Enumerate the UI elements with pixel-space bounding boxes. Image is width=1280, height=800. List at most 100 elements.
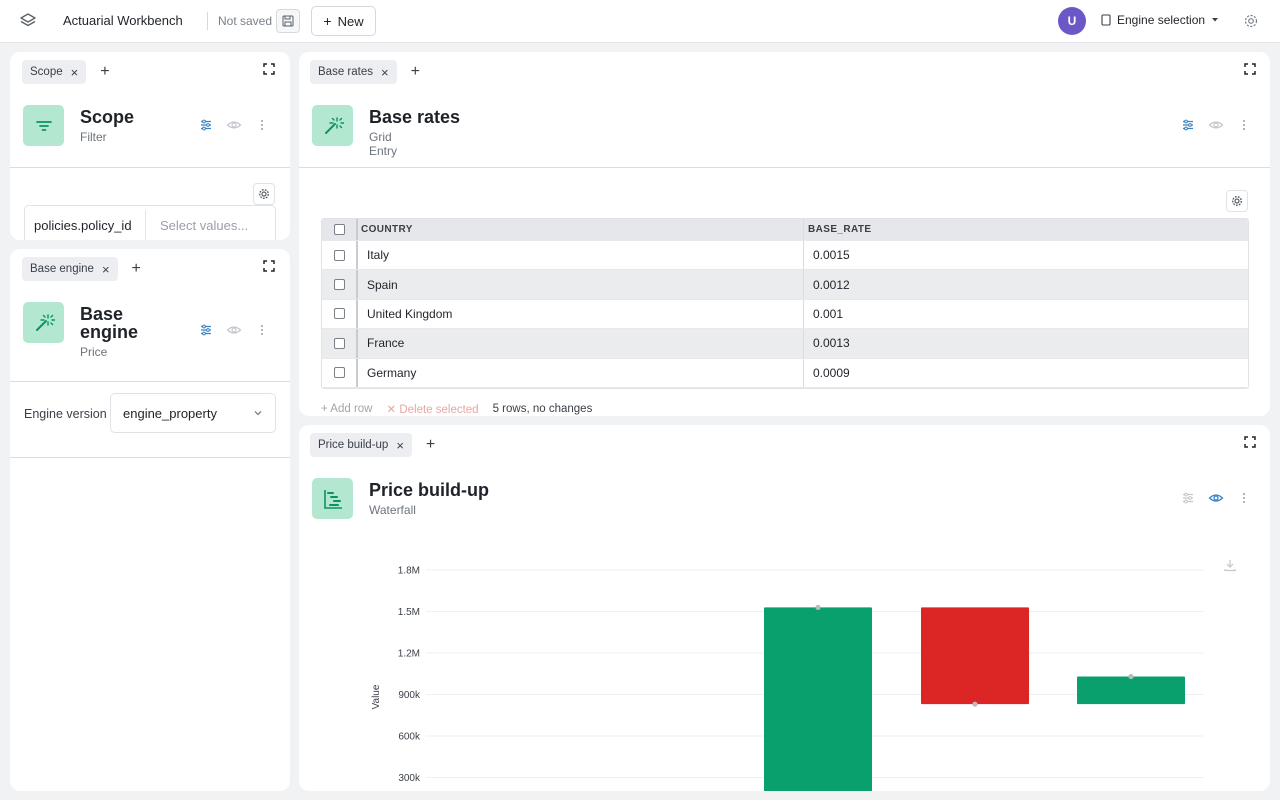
row-checkbox[interactable] [322,337,356,349]
price-buildup-tab-row: Price build-up × + [310,433,435,457]
y-tick-label: 1.2M [398,649,420,660]
expand-icon[interactable] [262,259,276,273]
table-row[interactable]: Italy 0.0015 [322,241,1248,271]
row-checkbox[interactable] [322,367,356,379]
cell-country[interactable]: Spain [356,270,803,299]
column-header-base-rate[interactable]: BASE_RATE [803,219,1248,240]
eye-icon[interactable] [1208,490,1224,506]
row-checkbox[interactable] [322,249,356,261]
tab-scope[interactable]: Scope × [22,60,87,84]
y-axis-title: Value [371,684,382,709]
cell-country[interactable]: Germany [356,358,803,387]
more-icon[interactable] [254,117,270,133]
cell-base-rate[interactable]: 0.0012 [803,270,1248,299]
tab-base-engine[interactable]: Base engine × [22,257,118,281]
widget-actions [1180,117,1252,133]
cell-country[interactable]: Italy [356,241,803,270]
policy-id-filter[interactable]: policies.policy_id Select values... [24,205,276,240]
y-tick-label: 1.5M [398,607,420,618]
tab-label: Base engine [30,263,94,275]
add-tab-button[interactable]: + [425,436,436,453]
tab-price-buildup[interactable]: Price build-up × [310,433,412,457]
row-checkbox[interactable] [322,279,356,291]
cell-base-rate[interactable]: 0.0015 [803,241,1248,270]
save-icon [282,15,294,27]
widget-actions [198,322,270,338]
waterfall-icon [312,478,353,519]
add-row-button[interactable]: + Add row [321,403,372,415]
add-tab-button[interactable]: + [410,63,420,80]
new-button-label: New [337,13,364,29]
table-row[interactable]: United Kingdom 0.001 [322,299,1248,330]
tab-base-rates[interactable]: Base rates × [310,60,397,84]
filter-values-input[interactable]: Select values... [160,218,249,233]
column-header-country[interactable]: COUNTRY [356,219,803,240]
app-title: Actuarial Workbench [63,13,183,28]
caret-down-icon [1212,18,1219,22]
gear-icon[interactable] [1243,13,1259,29]
eye-icon[interactable] [226,117,242,133]
tab-label: Base rates [318,66,373,78]
more-icon[interactable] [254,322,270,338]
add-tab-button[interactable]: + [100,63,110,80]
more-icon[interactable] [1236,117,1252,133]
cell-base-rate[interactable]: 0.0009 [803,358,1248,387]
delete-selected-button[interactable]: ✕ Delete selected [386,402,478,416]
cell-base-rate[interactable]: 0.0013 [803,329,1248,358]
sliders-icon[interactable] [1180,490,1196,506]
add-tab-button[interactable]: + [131,260,141,277]
delete-selected-label: Delete selected [399,404,479,416]
select-all-checkbox[interactable] [322,224,356,235]
bar-end-marker [815,604,821,610]
widget-title: Price build-up [369,480,490,500]
widget-subtitle: Price [80,345,108,359]
top-bar: Actuarial Workbench Not saved + New U En… [0,0,1280,43]
grid-settings-button[interactable] [1226,190,1248,212]
sliders-icon[interactable] [1180,117,1196,133]
close-icon[interactable]: × [396,437,404,453]
expand-icon[interactable] [1243,435,1257,449]
avatar[interactable]: U [1058,7,1086,35]
y-tick-label: 300k [398,773,421,784]
waterfall-bar[interactable] [921,607,1029,705]
table-row[interactable]: Germany 0.0009 [322,358,1248,388]
waterfall-bar[interactable] [764,607,872,791]
waterfall-chart: 300k 600k 900k 1.2M 1.5M 1.8M Value [371,566,1204,791]
new-button[interactable]: + New [311,6,376,36]
sliders-icon[interactable] [198,117,214,133]
engine-version-select[interactable]: engine_property [110,393,276,433]
close-icon: ✕ [386,404,400,416]
save-status: Not saved [218,14,273,28]
row-checkbox[interactable] [322,308,356,320]
download-icon[interactable] [1223,558,1237,572]
widget-title: Base rates [369,107,461,127]
magic-wand-icon [312,105,353,146]
cell-country[interactable]: France [356,329,803,358]
cell-country[interactable]: United Kingdom [356,299,803,329]
divider [10,167,290,168]
divider [207,12,208,30]
more-icon[interactable] [1236,490,1252,506]
engine-selection-label: Engine selection [1117,13,1206,27]
engine-version-value: engine_property [123,406,217,421]
table-row[interactable]: Spain 0.0012 [322,270,1248,300]
expand-icon[interactable] [262,62,276,76]
layers-icon[interactable] [18,11,38,31]
close-icon[interactable]: × [380,64,389,80]
base-rates-tab-row: Base rates × + [310,60,420,84]
waterfall-bar[interactable] [1077,676,1185,705]
filter-settings-button[interactable] [253,183,275,205]
engine-selection-dropdown[interactable]: Engine selection [1101,13,1219,27]
cell-base-rate[interactable]: 0.001 [803,299,1248,329]
close-icon[interactable]: × [101,261,110,277]
expand-icon[interactable] [1243,62,1257,76]
bar-end-marker [972,701,978,707]
save-button[interactable] [276,9,300,33]
eye-icon[interactable] [226,322,242,338]
widget-title: Scope [80,107,135,127]
eye-icon[interactable] [1208,117,1224,133]
close-icon[interactable]: × [70,64,79,80]
table-row[interactable]: France 0.0013 [322,329,1248,359]
sliders-icon[interactable] [198,322,214,338]
y-tick-label: 900k [398,690,421,701]
